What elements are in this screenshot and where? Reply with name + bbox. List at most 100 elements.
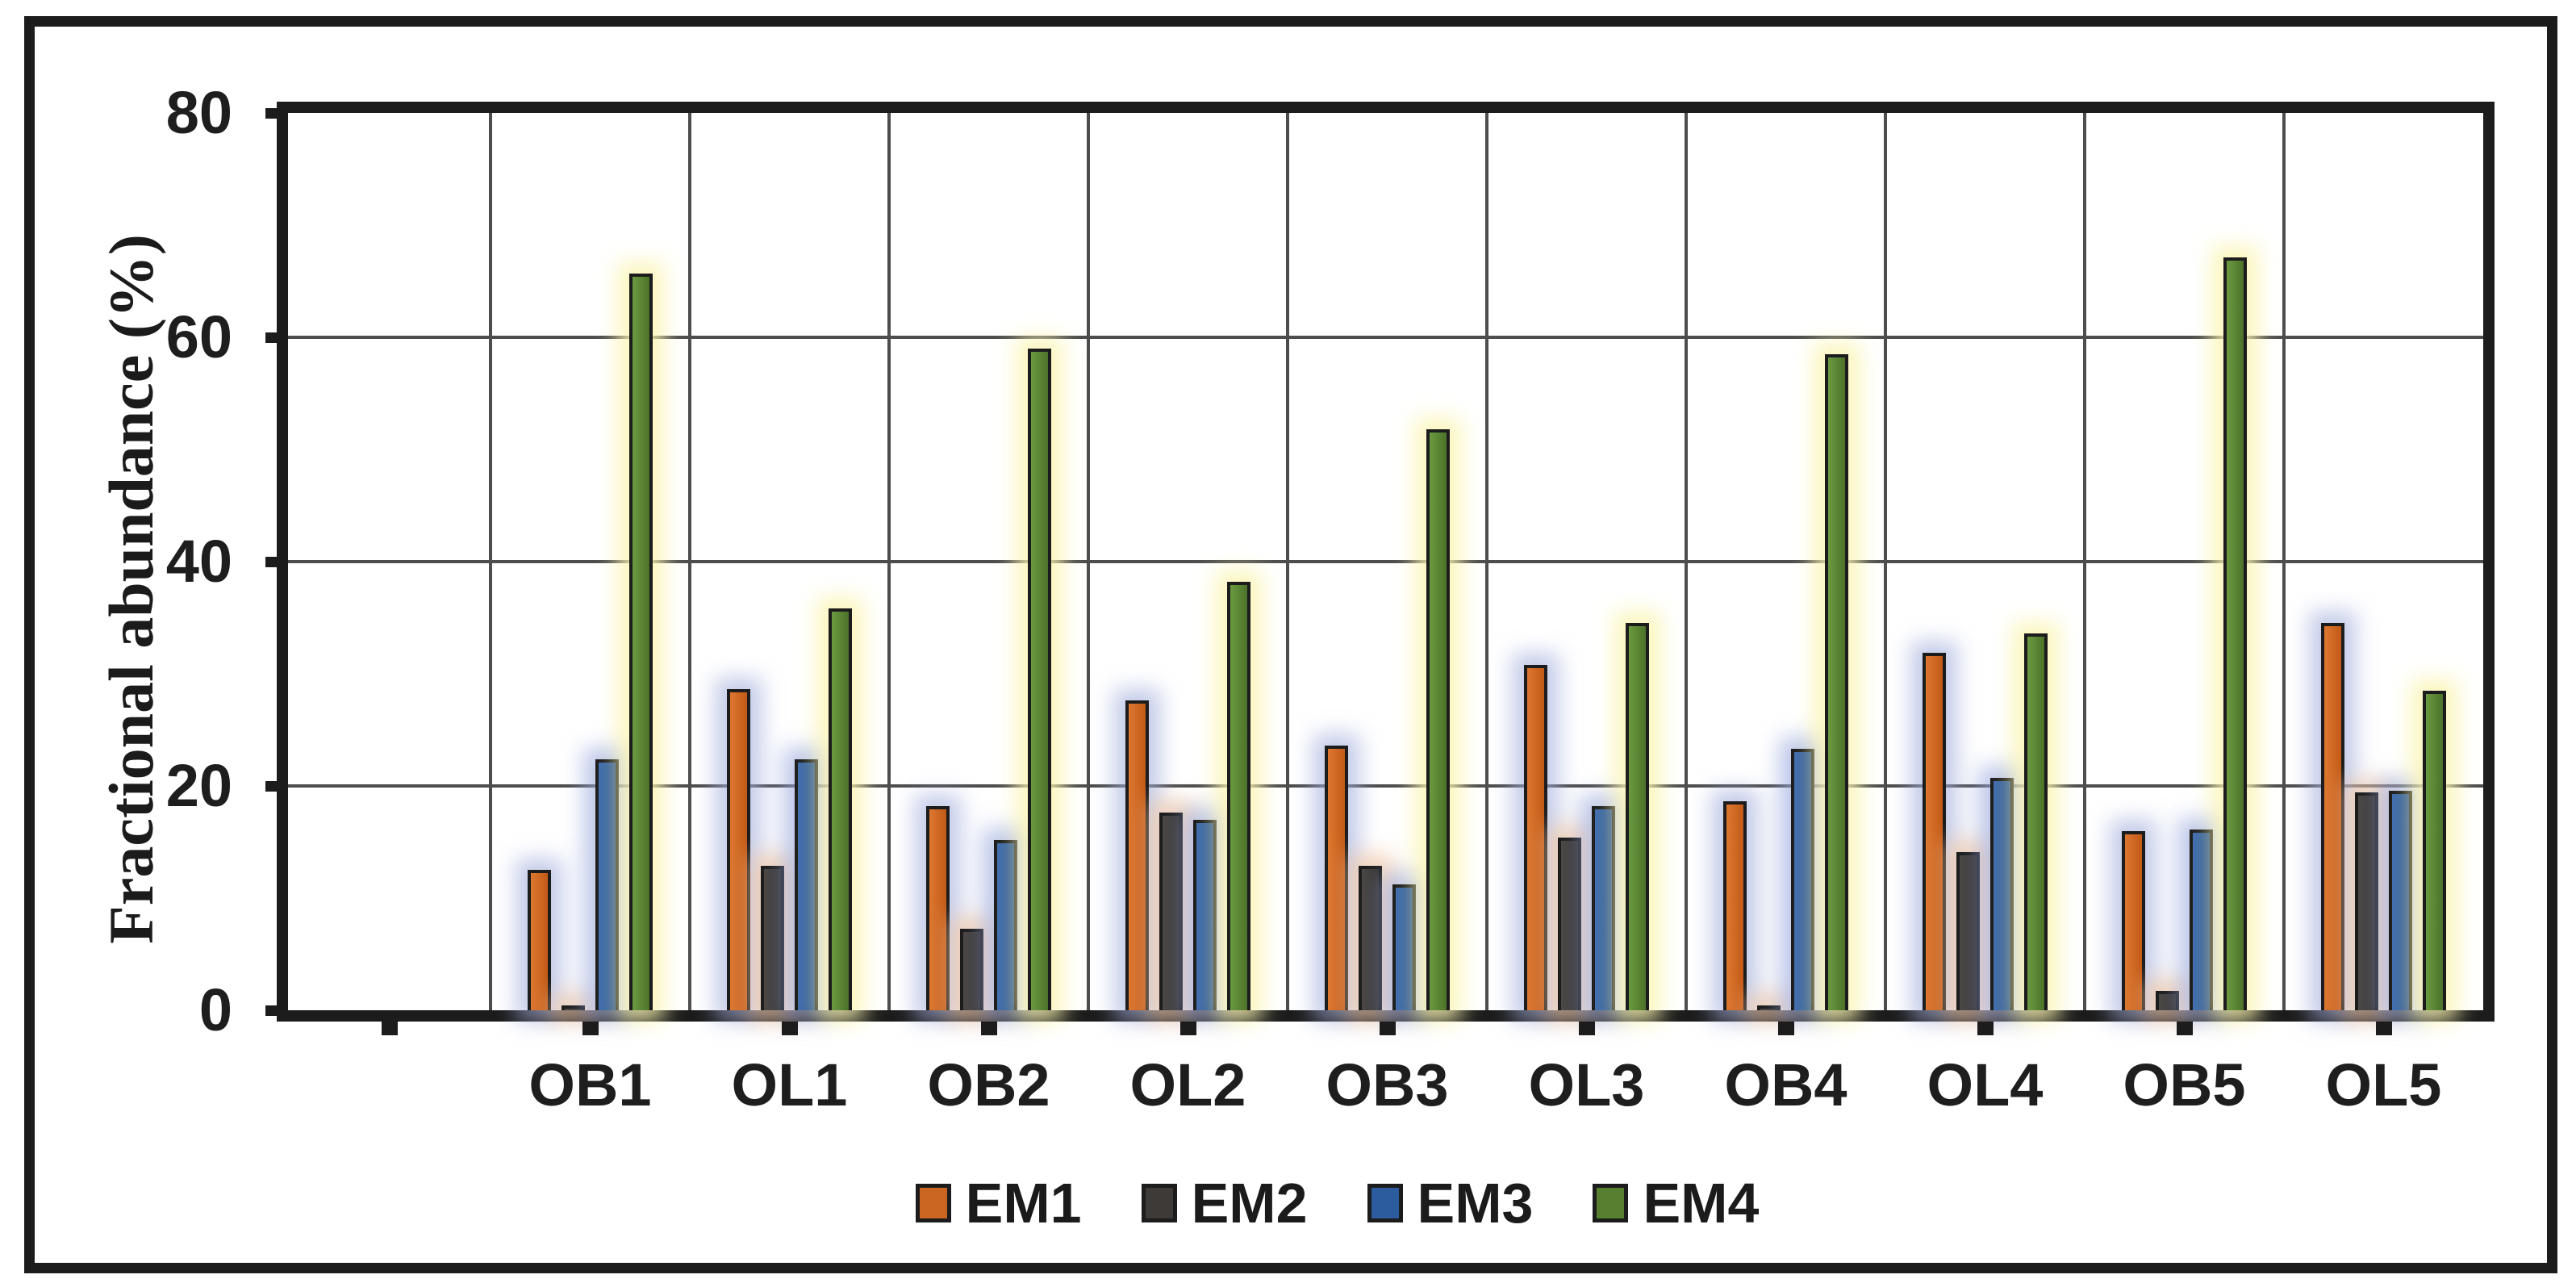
gridline-vertical xyxy=(688,113,691,1010)
bar-EM2-OB1 xyxy=(562,1005,585,1010)
gridline-vertical xyxy=(1087,113,1090,1010)
x-category-label: OB1 xyxy=(528,1051,652,1118)
x-category-label: OL5 xyxy=(2325,1051,2442,1118)
x-tick-mark xyxy=(1777,1022,1794,1035)
y-tick-label: 0 xyxy=(198,976,232,1043)
bar-EM4-OL2 xyxy=(1227,582,1250,1010)
x-tick-mark xyxy=(1977,1022,1994,1035)
bar-EM1-OB1 xyxy=(528,870,551,1010)
x-category-label: OL2 xyxy=(1129,1051,1246,1118)
gridline-vertical xyxy=(1884,113,1887,1010)
bar-EM3-OB1 xyxy=(595,759,619,1010)
bar-EM3-OB2 xyxy=(994,839,1017,1010)
bar-EM4-OB2 xyxy=(1028,348,1051,1010)
bar-EM2-OL2 xyxy=(1159,813,1183,1010)
y-tick-label: 20 xyxy=(165,752,232,819)
bar-EM4-OL3 xyxy=(1626,623,1649,1010)
x-tick-mark xyxy=(1179,1022,1196,1035)
gridline-vertical xyxy=(1685,113,1688,1010)
gridline-horizontal xyxy=(288,336,2483,339)
bar-EM1-OL4 xyxy=(1923,652,1946,1010)
x-category-label: OL3 xyxy=(1528,1051,1645,1118)
plot-area xyxy=(277,102,2495,1022)
x-category-label: OB5 xyxy=(2123,1051,2246,1118)
legend-item-EM4: EM4 xyxy=(1593,1175,1759,1231)
legend-label: EM2 xyxy=(1191,1172,1308,1235)
y-tick-mark xyxy=(265,781,288,792)
bar-EM3-OB3 xyxy=(1392,884,1416,1010)
legend-label: EM1 xyxy=(965,1172,1082,1235)
x-category-label: OL4 xyxy=(1927,1051,2044,1118)
bar-EM1-OL3 xyxy=(1524,664,1547,1010)
bar-EM2-OB3 xyxy=(1359,865,1382,1010)
gridline-vertical xyxy=(489,113,492,1010)
legend-item-EM1: EM1 xyxy=(915,1172,1082,1235)
legend-label: EM3 xyxy=(1417,1172,1534,1235)
legend-swatch-EM4 xyxy=(1593,1184,1629,1222)
bar-EM4-OB3 xyxy=(1426,428,1450,1010)
bar-EM4-OL4 xyxy=(2024,633,2048,1010)
bar-EM3-OL3 xyxy=(1592,806,1615,1010)
y-tick-label: 80 xyxy=(165,79,232,146)
x-category-label: OB4 xyxy=(1724,1051,1847,1118)
bar-EM1-OB5 xyxy=(2122,830,2145,1010)
x-tick-mark xyxy=(1379,1022,1396,1035)
y-tick-mark xyxy=(265,1005,288,1016)
legend: EM1 EM2 EM3 EM4 xyxy=(240,1175,2435,1231)
gridline-vertical xyxy=(2083,113,2086,1010)
x-tick-mark xyxy=(1578,1022,1595,1035)
bar-EM4-OB5 xyxy=(2223,257,2247,1010)
bar-EM3-OB4 xyxy=(1791,749,1814,1010)
bar-EM1-OL1 xyxy=(727,689,750,1010)
bar-EM4-OB4 xyxy=(1825,353,1848,1010)
bar-EM1-OB2 xyxy=(926,806,950,1010)
bar-EM3-OL1 xyxy=(795,759,818,1010)
legend-item-EM2: EM2 xyxy=(1141,1172,1308,1235)
y-tick-mark xyxy=(265,557,288,567)
bar-EM4-OL5 xyxy=(2423,690,2446,1010)
bar-EM2-OB5 xyxy=(2156,991,2179,1010)
x-tick-mark xyxy=(2176,1022,2193,1035)
bar-EM2-OL4 xyxy=(1956,852,1980,1010)
legend-item-EM3: EM3 xyxy=(1367,1172,1534,1235)
x-tick-mark xyxy=(381,1022,398,1035)
x-category-label: OB2 xyxy=(927,1051,1050,1118)
y-tick-mark xyxy=(265,108,288,119)
y-tick-label: 60 xyxy=(165,303,232,370)
bar-EM3-OB5 xyxy=(2190,830,2213,1010)
bar-EM2-OL5 xyxy=(2355,792,2378,1010)
x-tick-mark xyxy=(2375,1022,2392,1035)
legend-label: EM4 xyxy=(1643,1172,1760,1235)
x-tick-mark xyxy=(582,1022,599,1035)
bar-EM2-OL1 xyxy=(761,865,784,1010)
bar-EM2-OB2 xyxy=(960,928,983,1010)
y-tick-label: 40 xyxy=(165,528,232,595)
bar-EM3-OL2 xyxy=(1193,819,1217,1010)
legend-swatch-EM2 xyxy=(1141,1184,1177,1222)
bar-EM3-OL4 xyxy=(1990,778,2014,1010)
bar-EM1-OL5 xyxy=(2321,623,2344,1010)
bar-EM4-OL1 xyxy=(829,608,852,1010)
x-tick-mark xyxy=(980,1022,997,1035)
gridline-vertical xyxy=(2282,113,2286,1010)
bar-EM1-OL2 xyxy=(1125,700,1149,1010)
legend-swatch-EM1 xyxy=(915,1184,951,1222)
bar-EM1-OB3 xyxy=(1325,745,1348,1010)
gridline-vertical xyxy=(1485,113,1488,1010)
x-category-label: OL1 xyxy=(731,1051,848,1118)
bar-EM4-OB1 xyxy=(629,273,653,1010)
gridline-horizontal xyxy=(288,560,2483,563)
x-category-label: OB3 xyxy=(1326,1051,1449,1118)
gridline-vertical xyxy=(1286,113,1289,1010)
legend-swatch-EM3 xyxy=(1367,1184,1403,1222)
figure-border xyxy=(24,16,2557,1273)
bar-EM1-OB4 xyxy=(1723,801,1747,1010)
bar-EM2-OB4 xyxy=(1757,1005,1781,1010)
bar-EM3-OL5 xyxy=(2389,790,2412,1010)
y-tick-mark xyxy=(265,332,288,343)
bar-EM2-OL3 xyxy=(1558,837,1581,1010)
gridline-horizontal xyxy=(288,784,2483,788)
gridline-vertical xyxy=(887,113,891,1010)
x-tick-mark xyxy=(781,1022,798,1035)
